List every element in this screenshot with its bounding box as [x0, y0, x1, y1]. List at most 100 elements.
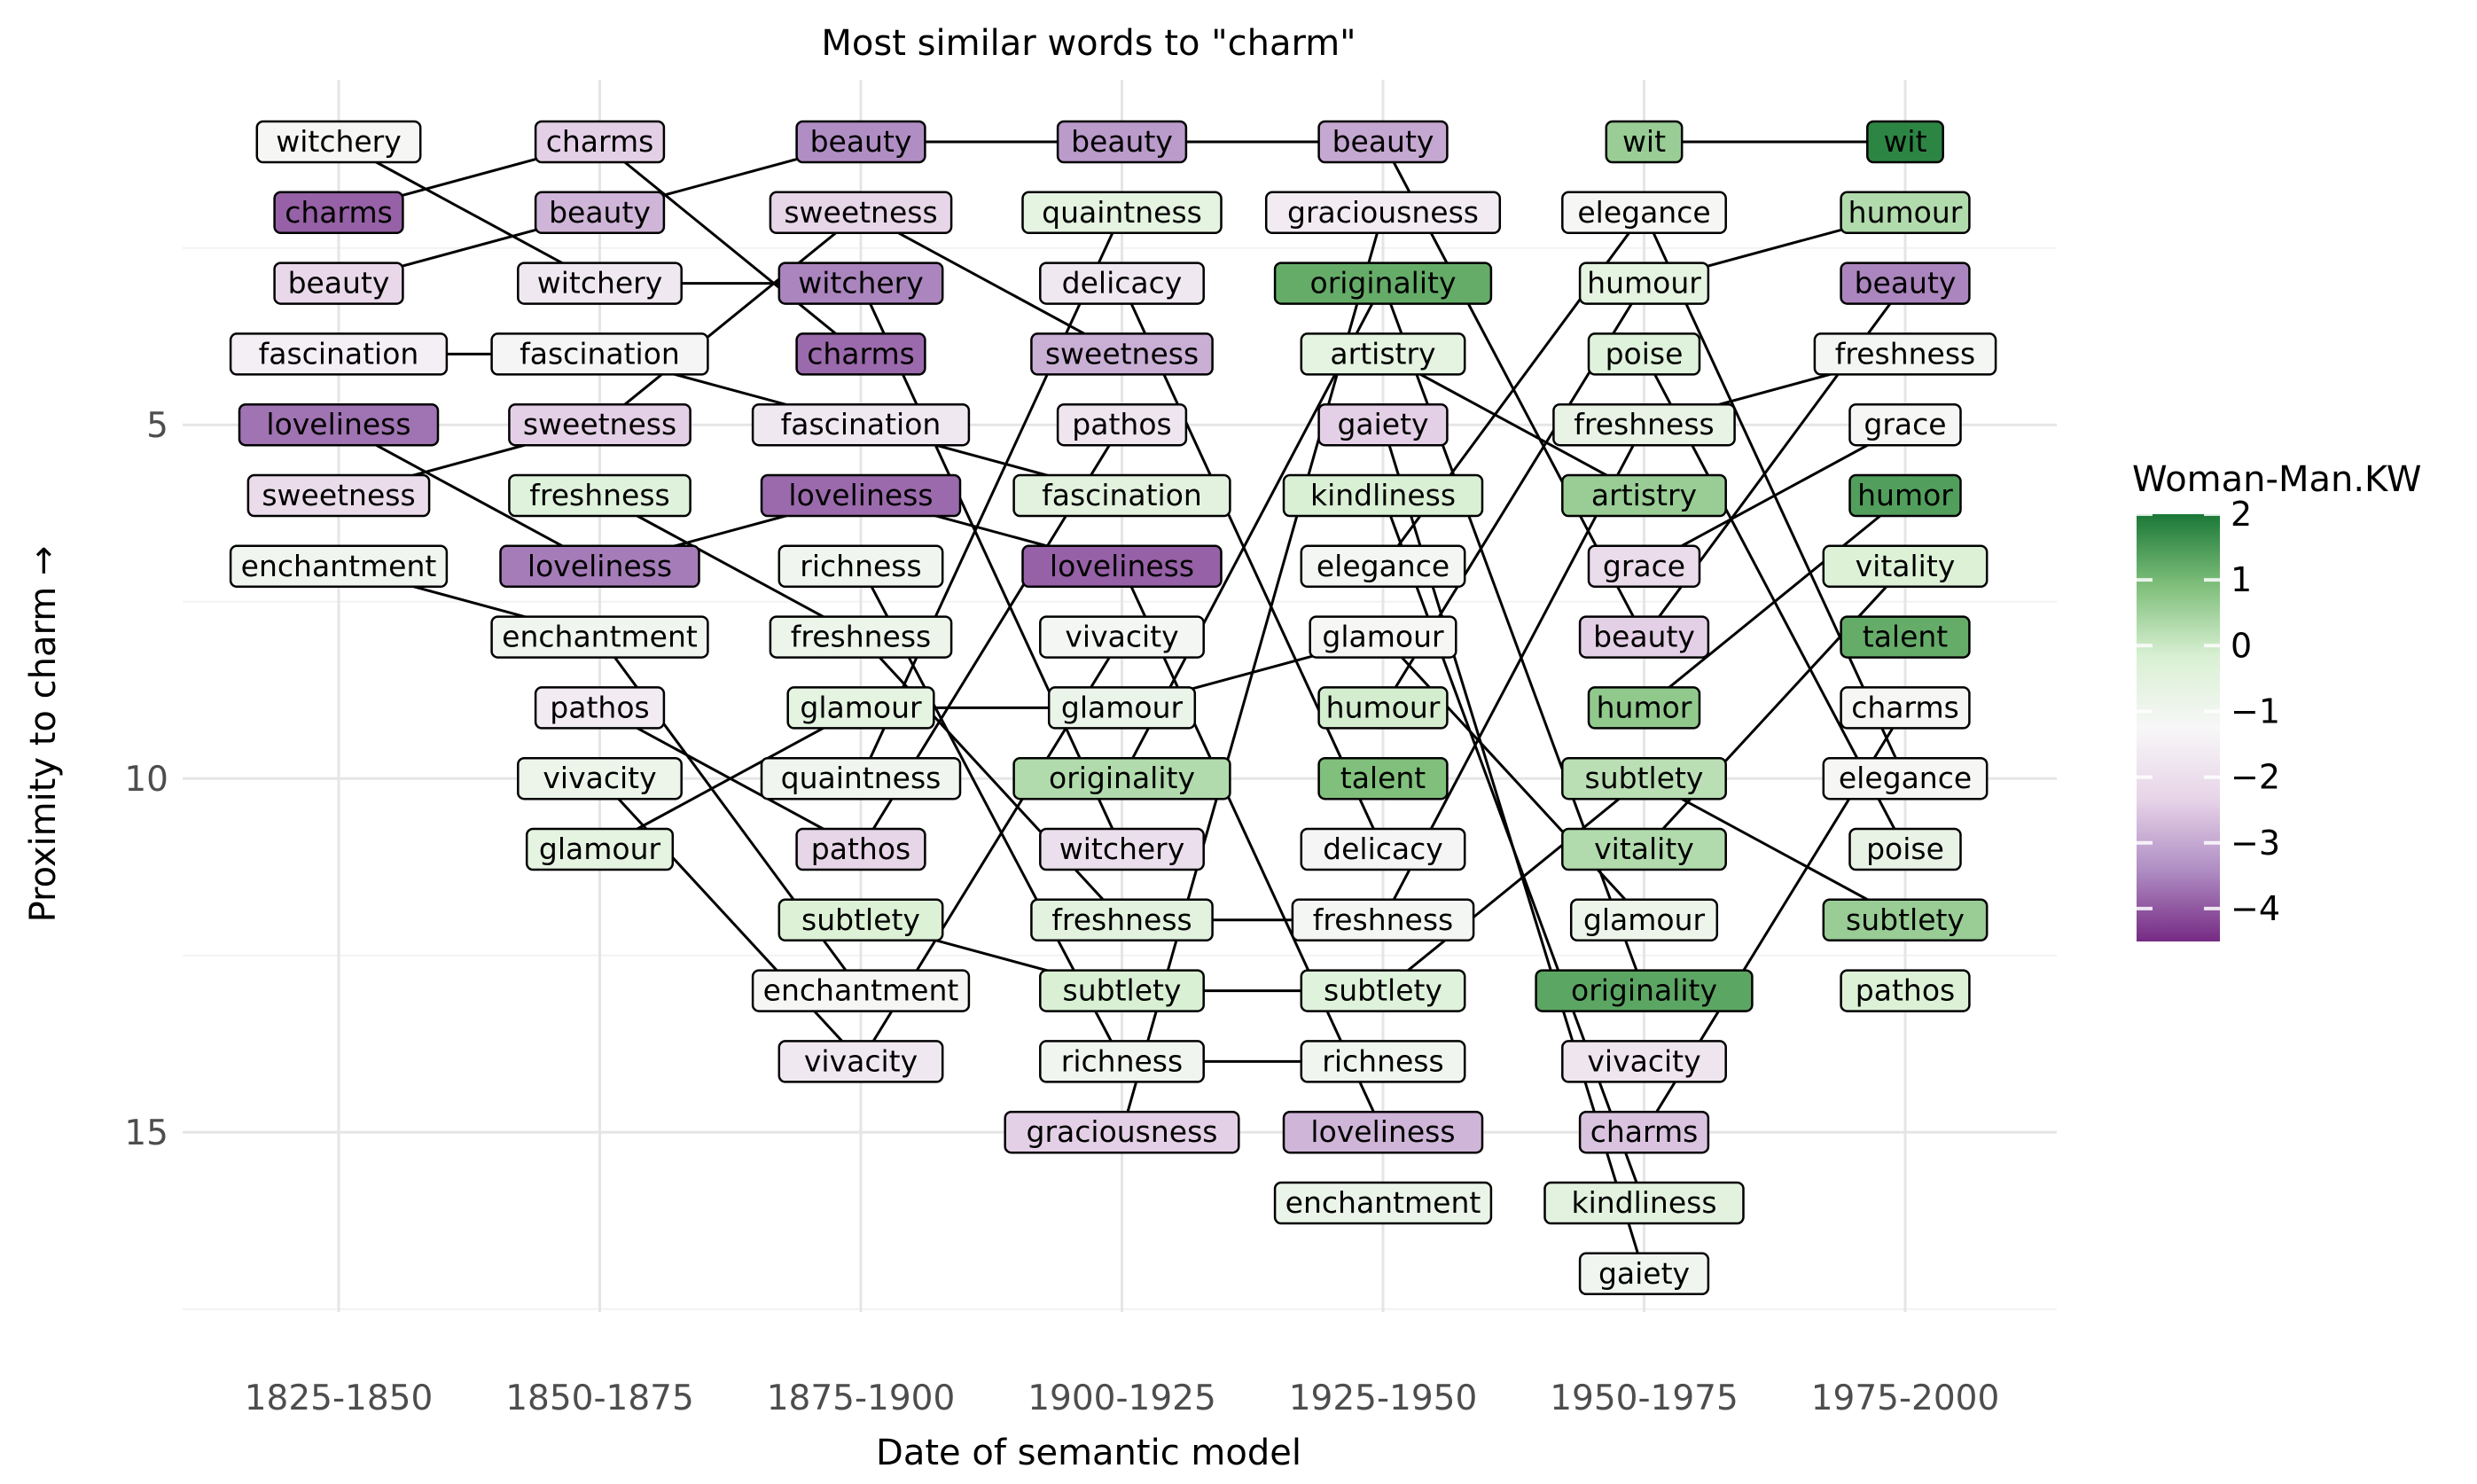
- word-label-text: subtlety: [1585, 761, 1704, 795]
- rank-link-loveliness: [338, 423, 601, 568]
- word-label-box: [1561, 756, 1727, 801]
- word-label-text: subtlety: [1324, 973, 1442, 1008]
- word-label-graciousness: graciousness: [1004, 1110, 1240, 1154]
- y-tick-label: 15: [124, 1113, 168, 1153]
- x-tick-label: 1925-1950: [1289, 1379, 1478, 1418]
- word-label-box: [1543, 1181, 1745, 1225]
- word-label-witchery: witchery: [517, 262, 683, 305]
- word-label-text: witchery: [798, 266, 924, 301]
- word-label-humour: humour: [1840, 191, 1971, 235]
- word-label-freshness: freshness: [508, 473, 692, 518]
- word-label-text: quaintness: [781, 761, 942, 795]
- word-label-vivacity: vivacity: [1561, 1040, 1727, 1083]
- word-label-box: [1561, 1040, 1727, 1083]
- word-label-box: [1822, 544, 1989, 589]
- word-label-text: graciousness: [1027, 1114, 1218, 1149]
- word-label-originality: originality: [1273, 262, 1493, 305]
- rank-link-charms: [598, 140, 862, 355]
- word-label-freshness: freshness: [1291, 898, 1475, 942]
- word-label-box: [1021, 544, 1223, 589]
- word-label-text: talent: [1863, 620, 1949, 654]
- word-label-sweetness: sweetness: [246, 473, 431, 518]
- word-label-gaiety: gaiety: [1578, 1252, 1710, 1296]
- legend-tick-label: −1: [2231, 691, 2280, 730]
- word-label-box: [1317, 756, 1449, 801]
- word-label-witchery: witchery: [1039, 827, 1205, 871]
- word-label-box: [508, 402, 692, 447]
- word-label-box: [1317, 402, 1449, 447]
- word-label-text: vivacity: [543, 761, 656, 795]
- word-label-text: delicacy: [1062, 266, 1183, 301]
- word-label-text: pathos: [550, 690, 649, 724]
- word-label-box: [795, 827, 926, 871]
- word-label-box: [1605, 120, 1684, 164]
- word-label-vivacity: vivacity: [1039, 615, 1205, 659]
- word-label-box: [769, 191, 953, 235]
- word-label-sweetness: sweetness: [508, 402, 692, 447]
- word-label-box: [1317, 120, 1449, 164]
- word-label-artistry: artistry: [1300, 332, 1466, 376]
- word-label-charms: charms: [795, 332, 926, 376]
- x-tick-label: 1825-1850: [245, 1379, 434, 1418]
- word-label-box: [1300, 1040, 1466, 1083]
- word-label-text: vivacity: [1587, 1043, 1700, 1078]
- word-label-box: [1848, 473, 1962, 518]
- word-label-box: [1822, 898, 1989, 942]
- word-label-fascination: fascination: [229, 332, 449, 376]
- word-label-box: [1578, 1252, 1710, 1296]
- word-label-box: [1300, 827, 1466, 871]
- word-label-box: [1840, 615, 1971, 659]
- word-label-fascination: fascination: [1012, 473, 1231, 518]
- word-label-text: freshness: [529, 478, 669, 512]
- word-label-text: glamour: [539, 832, 661, 866]
- word-label-text: gaiety: [1598, 1256, 1690, 1291]
- word-label-talent: talent: [1840, 615, 1971, 659]
- word-label-box: [534, 120, 666, 164]
- word-label-text: subtlety: [1063, 973, 1182, 1008]
- word-label-sweetness: sweetness: [769, 191, 953, 235]
- word-label-box: [1813, 332, 1997, 376]
- word-label-text: glamour: [800, 690, 922, 724]
- word-label-freshness: freshness: [769, 615, 953, 659]
- word-label-grace: grace: [1848, 402, 1962, 447]
- word-label-box: [1004, 1110, 1240, 1154]
- word-label-freshness: freshness: [1552, 402, 1736, 447]
- word-label-box: [1587, 686, 1701, 730]
- word-label-pathos: pathos: [795, 827, 926, 871]
- word-label-text: pathos: [811, 832, 910, 866]
- word-label-box: [1012, 473, 1231, 518]
- rank-link-kindliness: [1381, 495, 1645, 1204]
- rank-link-humor: [1643, 494, 1906, 709]
- word-label-text: glamour: [1061, 690, 1184, 724]
- word-label-glamour: glamour: [1569, 898, 1719, 942]
- word-label-freshness: freshness: [1813, 332, 1997, 376]
- word-label-text: loveliness: [1050, 549, 1194, 583]
- word-label-box: [517, 262, 683, 305]
- chart-title: Most similar words to "charm": [821, 23, 1356, 64]
- word-label-elegance: elegance: [1822, 756, 1989, 801]
- word-label-subtlety: subtlety: [1300, 969, 1466, 1012]
- rank-link-witchery: [338, 140, 601, 285]
- word-label-subtlety: subtlety: [1822, 898, 1989, 942]
- word-label-text: witchery: [1059, 832, 1185, 866]
- word-label-charms: charms: [273, 191, 404, 235]
- word-label-enchantment: enchantment: [490, 615, 709, 659]
- word-label-vivacity: vivacity: [517, 756, 683, 801]
- word-label-box: [1578, 262, 1710, 305]
- word-label-box: [525, 827, 675, 871]
- word-label-text: subtlety: [1846, 902, 1965, 937]
- word-label-fascination: fascination: [490, 332, 709, 376]
- word-label-text: fascination: [781, 407, 942, 441]
- word-label-glamour: glamour: [786, 686, 935, 730]
- word-label-box: [1030, 898, 1214, 942]
- word-label-subtlety: subtlety: [1561, 756, 1727, 801]
- x-tick-label: 1875-1900: [767, 1379, 956, 1418]
- word-label-box: [795, 332, 926, 376]
- word-label-originality: originality: [1535, 969, 1754, 1012]
- legend-colorbar: [2137, 514, 2220, 941]
- word-label-glamour: glamour: [1047, 686, 1197, 730]
- word-label-box: [1561, 473, 1727, 518]
- y-tick-label: 5: [146, 406, 168, 446]
- word-labels: witchery charms beauty fascination lovelines…: [229, 120, 1997, 1296]
